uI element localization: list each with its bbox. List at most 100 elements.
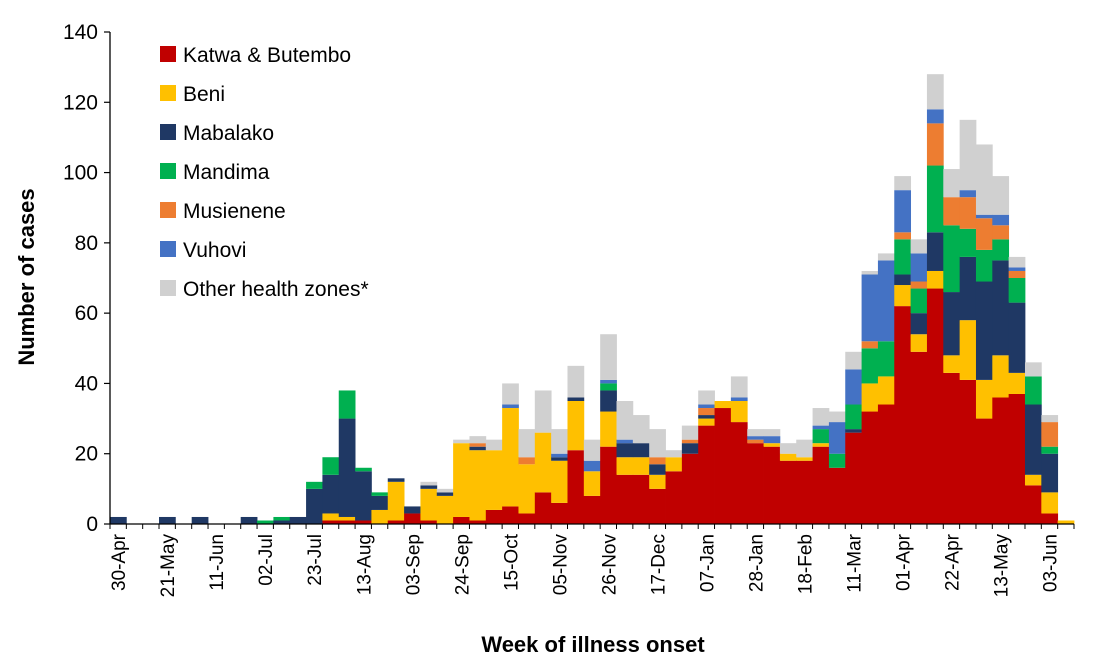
bar-segment (502, 383, 519, 405)
bar-segment (485, 450, 503, 510)
bar-segment (355, 520, 372, 524)
bar-segment (763, 443, 781, 447)
bar-segment (959, 256, 977, 321)
legend-label: Mabalako (183, 122, 274, 145)
bar-segment (485, 509, 503, 524)
x-tick-label: 13-May (992, 534, 1013, 598)
x-tick-label: 15-Oct (501, 533, 522, 591)
x-tick-label: 07-Jan (697, 534, 718, 592)
bar-segment (828, 422, 846, 454)
bar-segment (518, 513, 536, 524)
bar-segment (681, 425, 699, 440)
bar-segment (1041, 422, 1059, 447)
legend-label: Vuhovi (183, 239, 246, 262)
bar-segment (877, 376, 895, 405)
bar-segment (975, 218, 993, 250)
bar-segment (926, 232, 944, 271)
bar-segment (600, 446, 617, 524)
bar-segment (567, 450, 585, 524)
bar-segment (338, 390, 356, 419)
bar-segment (992, 397, 1010, 524)
legend-label: Mandima (183, 161, 270, 184)
y-tick-label: 60 (75, 302, 98, 325)
bar-segment (355, 471, 372, 521)
bar-segment (404, 513, 421, 524)
bar-segment (338, 516, 356, 521)
bar-segment (926, 74, 944, 110)
bar-segment (698, 415, 715, 419)
bar-segment (1024, 404, 1042, 475)
bar-segment (975, 144, 993, 215)
bar-segment (600, 411, 617, 447)
bar-segment (502, 404, 519, 409)
bar-segment (600, 334, 617, 380)
bar-segment (943, 372, 961, 524)
x-tick-label: 17-Dec (648, 534, 669, 595)
x-tick-label: 03-Sep (403, 534, 424, 595)
x-tick-label: 01-Apr (893, 533, 914, 591)
bar-segment (845, 432, 862, 524)
bar-segment (861, 341, 879, 349)
bar-segment (1024, 485, 1042, 524)
bar-segment (453, 516, 470, 524)
bar-segment (698, 404, 715, 409)
bar-segment (649, 488, 666, 524)
bar-segment (992, 225, 1010, 240)
bar-segment (910, 288, 928, 314)
bar-segment (387, 481, 405, 521)
bar-segment (959, 190, 977, 198)
bar-segment (322, 457, 340, 475)
legend-label: Beni (183, 83, 225, 106)
x-tick-labels: 30-Apr 21-May 11-Jun 02-Jul 23-Jul 13-Aug 03-S… (109, 533, 1061, 597)
bar-segment (551, 457, 568, 461)
bar-segment (436, 488, 454, 493)
bar-segment (698, 408, 715, 416)
bar-segment (404, 506, 421, 514)
bar-segment (322, 513, 340, 521)
bar-segment (1041, 492, 1059, 514)
bar-segment (861, 411, 879, 524)
bar-segment (959, 119, 977, 191)
bar-segment (469, 446, 487, 451)
bar-segment (926, 109, 944, 124)
bar-segment (714, 408, 732, 524)
bar-segment (485, 439, 503, 451)
bar-segment (975, 249, 993, 282)
bar-segment (975, 418, 993, 524)
bar-segment (583, 495, 601, 524)
bar-segment (600, 390, 617, 412)
bar-segment (371, 495, 389, 510)
bar-segment (812, 443, 830, 447)
bar-segment (910, 351, 928, 524)
legend-swatch (160, 124, 176, 140)
bar-segment (616, 474, 634, 524)
bar-segment (845, 429, 862, 433)
bar-segment (567, 365, 585, 398)
y-tick-label: 120 (63, 91, 98, 114)
bar-segment (910, 239, 928, 254)
bar-segment (910, 253, 928, 282)
bar-segment (1008, 372, 1026, 394)
x-tick-label: 02-Jul (256, 534, 277, 586)
bar-segment (681, 439, 699, 444)
bar-segment (191, 516, 209, 524)
bar-segment (861, 274, 879, 342)
bar-segment (730, 401, 748, 423)
bar-segment (502, 408, 519, 507)
bar-segment (730, 397, 748, 401)
bar-segment (632, 457, 650, 475)
bar-segment (551, 460, 568, 503)
bar-segment (583, 439, 601, 461)
x-tick-label: 05-Nov (550, 534, 571, 596)
legend-swatch (160, 85, 176, 101)
bar-segment (1008, 267, 1026, 271)
bar-segment (698, 425, 715, 524)
bar-segment (910, 281, 928, 289)
bar-segment (894, 239, 912, 275)
bar-segment (992, 355, 1010, 398)
legend-swatch (160, 241, 176, 257)
bar-segment (845, 369, 862, 405)
bar-segment (469, 520, 487, 524)
bar-segment (698, 418, 715, 426)
